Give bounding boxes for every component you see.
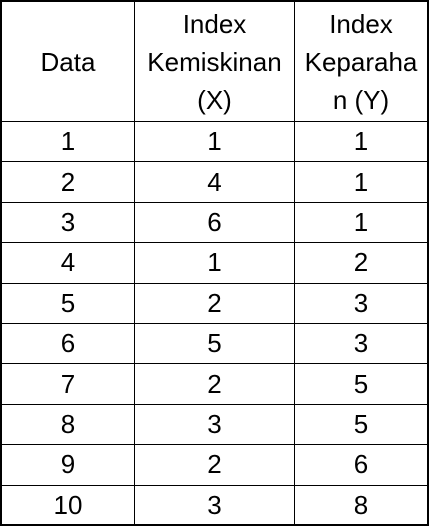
data-cell: 6 <box>2 323 135 364</box>
header-x-line-3: (X) <box>197 84 232 115</box>
x-cell: 2 <box>135 445 295 485</box>
header-index-kemiskinan: Index Kemiskinan (X) <box>135 2 295 121</box>
data-cell: 4 <box>2 243 135 283</box>
header-data-line: Data <box>40 46 96 77</box>
table-row: 10 3 8 <box>2 485 427 526</box>
table-header-row: Data Index Kemiskinan (X) Index Keparaha… <box>2 2 427 122</box>
header-x-line-1: Index <box>182 8 247 39</box>
header-index-keparahan: Index Keparaha n (Y) <box>295 2 427 121</box>
y-cell: 3 <box>353 328 369 359</box>
header-x-line-2: Kemiskinan <box>147 46 282 77</box>
data-cell: 9 <box>2 445 135 485</box>
x-cell: 4 <box>135 162 295 202</box>
x-cell: 1 <box>135 122 295 162</box>
data-cell: 1 <box>2 122 135 162</box>
data-cell: 8 <box>2 404 135 445</box>
x-cell: 2 <box>135 283 295 323</box>
x-cell: 5 <box>135 323 295 364</box>
x-cell: 2 <box>135 364 295 404</box>
x-cell: 6 <box>135 202 295 243</box>
x-cell: 1 <box>135 243 295 283</box>
data-cell: 10 <box>2 485 135 526</box>
data-cell: 2 <box>2 162 135 202</box>
header-data: Data <box>2 2 135 121</box>
y-cell: 8 <box>353 490 369 521</box>
table-body: 1 1 1 2 4 1 3 6 1 4 1 2 5 2 3 6 5 3 7 2 5 8 3 5 9 2 6 10 3 8 <box>2 122 427 526</box>
y-cell: 1 <box>353 126 369 157</box>
y-cell: 1 <box>353 206 369 237</box>
x-cell: 3 <box>135 404 295 445</box>
data-cell: 3 <box>2 202 135 243</box>
y-cell: 3 <box>353 287 369 318</box>
header-y-line-2: Keparaha <box>304 46 418 77</box>
header-y-line-3: n (Y) <box>332 84 390 115</box>
x-cell: 3 <box>135 485 295 526</box>
data-cell: 7 <box>2 364 135 404</box>
y-cell: 2 <box>353 247 369 278</box>
data-cell: 5 <box>2 283 135 323</box>
y-cell: 6 <box>353 449 369 480</box>
y-cell: 1 <box>353 166 369 197</box>
y-cell: 5 <box>353 408 369 439</box>
header-y-line-1: Index <box>329 8 393 39</box>
y-cell: 5 <box>353 368 369 399</box>
